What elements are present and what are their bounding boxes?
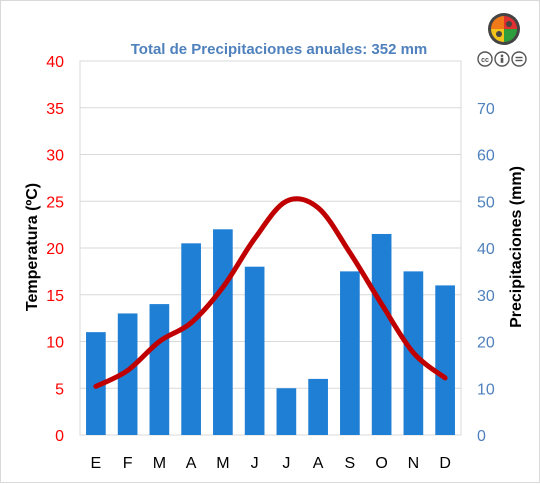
x-tick-label: N: [408, 455, 420, 472]
x-tick-label: D: [439, 455, 451, 472]
left-axis-label: Temperatura (ºC): [24, 183, 41, 311]
precipitation-bar: [149, 304, 170, 435]
temperature-point: [254, 238, 255, 239]
left-tick-label: 25: [46, 194, 64, 211]
temperature-line: [93, 196, 448, 389]
chart-title: Total de Precipitaciones anuales: 352 mm: [131, 41, 428, 58]
temperature-point: [159, 341, 160, 342]
puzzle-logo-icon: [488, 13, 520, 45]
left-tick-label: 20: [46, 241, 64, 258]
x-tick-label: J: [251, 455, 259, 472]
x-tick-label: E: [91, 455, 102, 472]
right-axis-ticks: 0 10 20 30 40 50 60 70: [477, 101, 495, 445]
left-tick-label: 40: [46, 54, 64, 71]
x-tick-label: S: [345, 455, 356, 472]
x-tick-label: O: [375, 455, 387, 472]
right-tick-label: 0: [477, 428, 486, 445]
precipitation-bar: [276, 388, 297, 435]
temperature-point: [95, 386, 96, 387]
left-tick-label: 35: [46, 101, 64, 118]
x-tick-label: J: [282, 455, 290, 472]
precipitation-bar: [244, 266, 265, 435]
nd-icon: [511, 51, 527, 67]
x-tick-label: M: [153, 455, 166, 472]
right-axis-label: Precipitaciones (mm): [508, 166, 525, 328]
right-tick-label: 10: [477, 381, 495, 398]
svg-text:cc: cc: [481, 57, 489, 64]
left-tick-label: 15: [46, 288, 64, 305]
temperature-point: [191, 322, 192, 323]
temperature-point: [222, 287, 223, 288]
right-tick-label: 60: [477, 148, 495, 165]
left-tick-label: 0: [55, 428, 64, 445]
precipitation-bar: [308, 378, 328, 435]
precipitation-bars: [86, 229, 455, 435]
grid-lines: [79, 60, 462, 436]
right-tick-label: 50: [477, 194, 495, 211]
left-axis-ticks: 0 5 10 15 20 25 30 35 40: [46, 54, 64, 445]
temperature-point: [445, 377, 446, 378]
precipitation-bar: [117, 313, 138, 435]
temperature-point: [127, 370, 128, 371]
precipitation-bar: [340, 271, 360, 435]
temperature-point: [381, 304, 382, 305]
x-tick-label: A: [313, 455, 324, 472]
right-tick-label: 30: [477, 288, 495, 305]
temperature-line-group: [93, 196, 448, 389]
precipitation-bar: [213, 229, 233, 435]
x-tick-label: F: [123, 455, 133, 472]
right-tick-label: 20: [477, 335, 495, 352]
temperature-point: [413, 352, 414, 353]
x-tick-label: A: [186, 455, 197, 472]
left-tick-label: 30: [46, 148, 64, 165]
precipitation-bar: [435, 285, 455, 435]
left-tick-label: 5: [55, 381, 64, 398]
temperature-point: [349, 252, 350, 253]
right-tick-label: 40: [477, 241, 495, 258]
temperature-point: [318, 207, 319, 208]
right-tick-label: 70: [477, 101, 495, 118]
temperature-point: [286, 201, 287, 202]
precipitation-bar: [371, 233, 392, 435]
precipitation-bar: [181, 243, 201, 435]
precipitation-bar: [86, 332, 106, 435]
x-tick-label: M: [216, 455, 229, 472]
left-tick-label: 10: [46, 335, 64, 352]
by-icon: [494, 51, 510, 67]
cc-icon: cc: [477, 51, 493, 67]
